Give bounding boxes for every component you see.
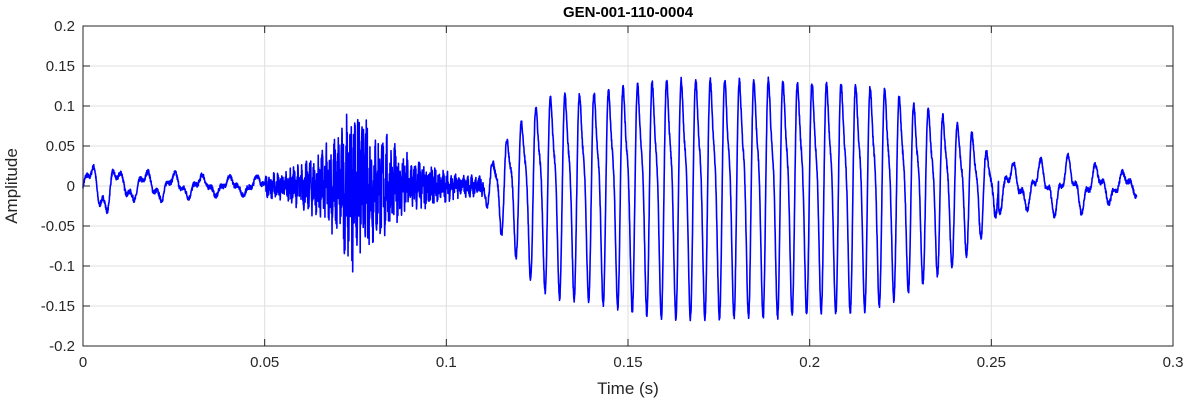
chart-title: GEN-001-110-0004 (563, 4, 694, 21)
signal-series (82, 76, 1138, 322)
y-tick-label: 0.2 (54, 18, 75, 35)
y-tick-label: 0.1 (54, 98, 75, 115)
x-tick-label: 0.05 (250, 354, 279, 371)
x-tick-label: 0.3 (1163, 354, 1184, 371)
y-tick-label: -0.15 (41, 298, 75, 315)
signal-line (82, 76, 1138, 322)
y-tick-label: 0.15 (46, 58, 75, 75)
axes: 0 0.05 0.1 0.15 0.2 0.25 0.3 -0.2 -0.15 -0.1 -0.05… (41, 18, 1184, 371)
y-axis-label: Amplitude (2, 148, 21, 224)
y-tick-label: 0.05 (46, 138, 75, 155)
x-axis-label: Time (s) (597, 379, 659, 398)
y-tick-label: -0.1 (49, 258, 75, 275)
x-tick-label: 0.25 (977, 354, 1006, 371)
y-tick-label: -0.05 (41, 218, 75, 235)
x-tick-label: 0 (79, 354, 87, 371)
y-tick-label: 0 (67, 178, 75, 195)
x-tick-label: 0.15 (613, 354, 642, 371)
x-tick-label: 0.2 (799, 354, 820, 371)
y-tick-label: -0.2 (49, 338, 75, 355)
x-tick-label: 0.1 (436, 354, 457, 371)
